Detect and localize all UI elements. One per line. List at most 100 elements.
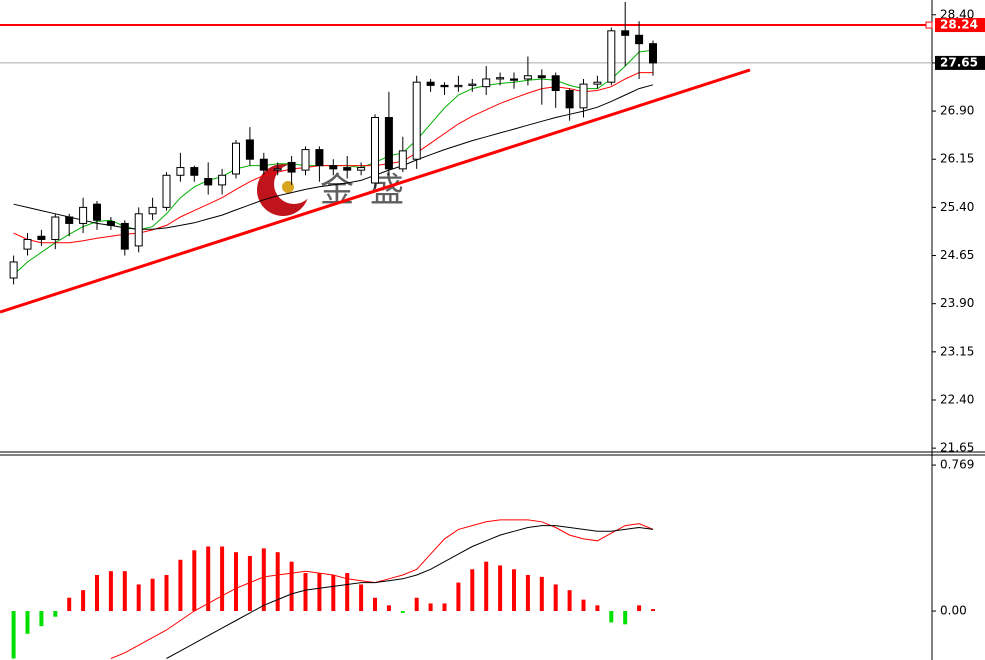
macd-bar — [206, 546, 211, 612]
macd-bar — [331, 574, 336, 612]
macd-bar — [220, 546, 225, 612]
candle-body — [134, 213, 143, 247]
macd-bar — [122, 571, 127, 612]
macd-bar — [595, 605, 600, 612]
ma-line — [13, 84, 654, 230]
macd-bar — [539, 576, 544, 612]
macd-bar — [456, 582, 461, 612]
candle-body — [204, 177, 213, 186]
macd-bar — [373, 597, 377, 612]
candle-body — [93, 203, 101, 221]
candle-body — [426, 81, 435, 86]
y-tick-label: 0.00 — [940, 604, 967, 618]
candle-body — [607, 30, 616, 83]
macd-bar — [484, 561, 489, 612]
macd-bar — [192, 550, 197, 612]
candle-body — [593, 81, 602, 85]
candle-body — [329, 165, 338, 170]
price-label: 28.24 — [940, 18, 978, 32]
y-tick-label: 23.15 — [940, 344, 974, 358]
ma-line — [166, 525, 654, 659]
macd-bar — [39, 611, 44, 627]
candle-body — [357, 167, 366, 171]
macd-bar — [164, 574, 169, 612]
macd-bar — [53, 611, 58, 617]
macd-bar — [108, 571, 113, 612]
macd-bar — [11, 611, 16, 659]
candle-body — [496, 77, 505, 80]
macd-bar — [609, 611, 614, 623]
y-tick-label: 25.40 — [940, 200, 974, 214]
candle-body — [162, 174, 171, 208]
macd-bar — [442, 603, 447, 612]
macd-bar — [95, 574, 99, 612]
price-label: 27.65 — [940, 55, 978, 69]
macd-bar — [150, 578, 155, 612]
trend-line — [0, 68, 751, 314]
candle-body — [245, 139, 254, 160]
candle-body — [565, 90, 574, 109]
y-tick-label: 24.65 — [940, 248, 974, 262]
macd-bar — [553, 584, 558, 612]
price-box — [935, 18, 985, 33]
macd-bar — [651, 609, 655, 612]
candle-body — [482, 78, 491, 88]
candle-body — [579, 83, 588, 109]
candle-body — [9, 261, 18, 279]
candle-body — [510, 78, 518, 81]
candle-body — [232, 142, 240, 175]
macd-bar — [136, 584, 141, 612]
macd-bar — [247, 555, 252, 612]
candle-body — [287, 161, 296, 173]
logo-dot — [282, 181, 294, 193]
candle-body — [371, 116, 379, 184]
macd-bar — [25, 611, 30, 634]
macd-bar — [275, 552, 280, 612]
candle-body — [412, 81, 421, 160]
y-tick-label: 26.15 — [940, 152, 974, 166]
macd-bar — [345, 573, 350, 612]
y-tick-label: 23.90 — [940, 296, 974, 310]
candle-body — [120, 222, 129, 250]
candle-body — [65, 216, 74, 224]
y-tick-label: 21.65 — [940, 441, 974, 455]
logo — [257, 164, 314, 216]
y-tick-label: 28.40 — [940, 7, 974, 21]
candle-body — [454, 84, 463, 88]
macd-bar — [428, 603, 433, 612]
candle-body — [148, 206, 157, 215]
candle-body — [259, 158, 268, 171]
candle-body — [315, 149, 324, 167]
candle-body — [51, 216, 60, 240]
ma-line — [110, 519, 654, 659]
macd-bar — [303, 573, 308, 612]
macd-bar — [414, 597, 419, 612]
macd-bar — [317, 573, 322, 612]
macd-bar — [567, 590, 572, 612]
macd-bar — [386, 605, 391, 612]
macd-bar — [498, 565, 503, 612]
candle-body — [343, 167, 352, 171]
candle-body — [176, 167, 185, 176]
macd-bar — [581, 599, 586, 612]
macd-bar — [637, 605, 642, 612]
y-tick-label: 22.40 — [940, 392, 974, 406]
candle-body — [106, 221, 115, 226]
candle-body — [398, 150, 407, 170]
candle-body — [468, 83, 477, 86]
candle-body — [635, 34, 644, 45]
macd-bar — [525, 574, 530, 612]
macd-bar — [178, 559, 183, 612]
macd-bar — [261, 548, 266, 612]
price-box — [935, 55, 985, 70]
y-tick-label: 26.90 — [940, 104, 974, 118]
candle-body — [523, 75, 532, 80]
candle-body — [37, 235, 46, 240]
macd-bar — [400, 611, 405, 613]
candle-body — [649, 43, 657, 64]
candle-body — [23, 238, 32, 250]
macd-bar — [234, 552, 238, 612]
macd-bar — [359, 584, 364, 612]
